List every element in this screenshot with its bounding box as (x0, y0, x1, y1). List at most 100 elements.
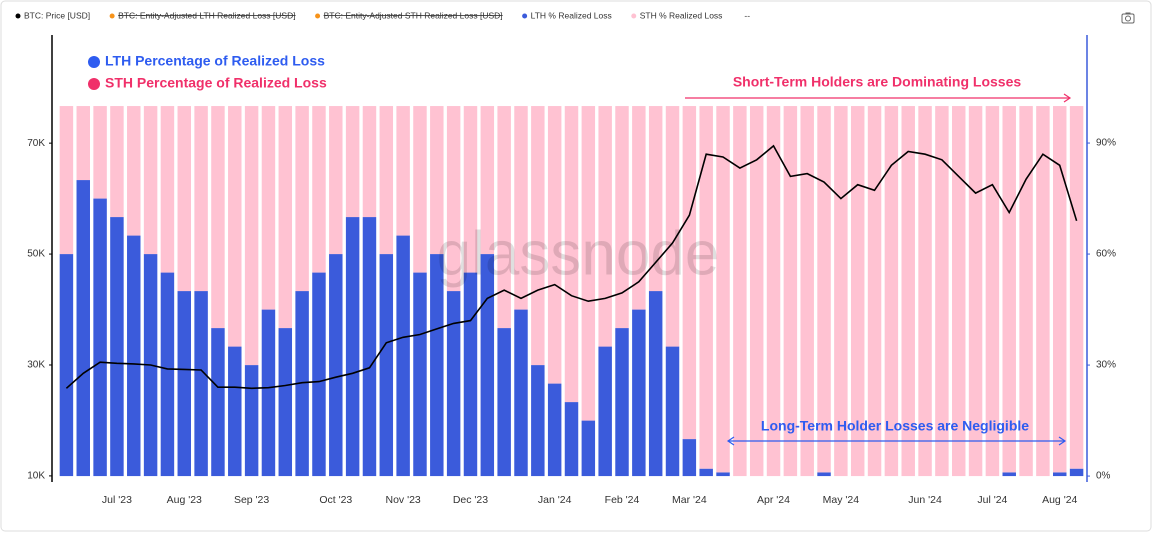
bar (110, 217, 124, 477)
x-tick-label: Sep '23 (234, 494, 269, 506)
bar (1002, 106, 1016, 473)
bar (1002, 472, 1016, 477)
bar (396, 106, 410, 236)
bar (379, 106, 394, 255)
bar (951, 106, 966, 477)
bar (682, 439, 697, 477)
annotation: STH Percentage of Realized Loss (105, 75, 327, 91)
bar (817, 472, 831, 477)
plot: 10K 30K 50K 70K 0% 30% 60% 90% Jul '23 Aug '23 Sep… (27, 138, 1116, 506)
bar (312, 272, 326, 477)
bar (716, 472, 730, 477)
x-tick-label: Jun '24 (908, 494, 942, 506)
bar (665, 106, 680, 347)
bar (733, 106, 747, 477)
bar (1053, 472, 1067, 477)
bar (682, 106, 697, 440)
x-tick-label: Apr '24 (757, 494, 790, 506)
bar (480, 106, 495, 255)
bar (884, 106, 899, 477)
x-tick-label: Dec '23 (453, 494, 488, 506)
bar (446, 106, 461, 292)
bar (228, 106, 242, 347)
bar (345, 217, 360, 477)
bar (648, 291, 663, 477)
annotation: Long-Term Holder Losses are Negligible (761, 418, 1029, 434)
arrow (685, 93, 1072, 103)
bar (766, 106, 781, 477)
bar (228, 346, 242, 477)
bar (76, 180, 90, 477)
bar (480, 254, 495, 477)
bar (1053, 106, 1067, 473)
x-tick-label: Jan '24 (538, 494, 572, 506)
legend-label: LTH % Realized Loss (531, 10, 612, 20)
annotation: Short-Term Holders are Dominating Losses (733, 74, 1022, 90)
bar (76, 106, 90, 181)
bar (160, 106, 175, 273)
bar (430, 106, 444, 255)
bar (362, 106, 377, 218)
bar (446, 291, 461, 477)
bar (564, 402, 579, 477)
legend-more: -- (744, 10, 750, 20)
bar (581, 420, 596, 477)
bar (211, 328, 225, 477)
legend-label: BTC: Entity-Adjusted LTH Realized Loss [… (118, 10, 295, 20)
bar (497, 106, 511, 329)
y2-tick-label: 60% (1096, 249, 1116, 260)
bars (59, 106, 1084, 477)
bar (127, 235, 141, 477)
bar (867, 106, 882, 477)
bar (244, 106, 259, 366)
x-tick-label: Feb '24 (605, 494, 640, 506)
annotation: LTH Percentage of Realized Loss (105, 53, 325, 69)
bar (329, 254, 343, 477)
y2-tick-label: 90% (1096, 138, 1116, 149)
bar (800, 106, 814, 477)
legend-dot (88, 56, 100, 68)
bar (278, 328, 293, 477)
bar (699, 106, 713, 469)
bar (581, 106, 596, 421)
legend-marker (631, 13, 637, 19)
x-tick-label: May '24 (823, 494, 860, 506)
bar (531, 106, 545, 366)
bar (93, 198, 107, 477)
bar (345, 106, 360, 218)
bar (598, 106, 612, 347)
legend-marker (522, 13, 528, 19)
bar (985, 106, 1000, 477)
bar (632, 309, 646, 477)
bar (93, 106, 107, 199)
bar (615, 328, 629, 477)
legend-label: BTC: Price [USD] (24, 10, 90, 20)
bar (749, 106, 764, 477)
legend-label: BTC: Entity-Adjusted STH Realized Loss [… (324, 10, 503, 20)
camera-icon[interactable] (1121, 12, 1135, 24)
bar (177, 291, 192, 477)
bar (463, 106, 478, 273)
bar (699, 468, 713, 477)
bar (278, 106, 293, 329)
x-tick-label: Oct '23 (319, 494, 352, 506)
bar (783, 106, 798, 477)
bar (547, 383, 562, 477)
y2-tick-label: 30% (1096, 360, 1116, 371)
x-tick-label: Nov '23 (385, 494, 420, 506)
legend-marker (109, 13, 115, 19)
x-tick-label: Mar '24 (672, 494, 707, 506)
bar (564, 106, 579, 403)
bar (1036, 106, 1050, 477)
bar (935, 106, 949, 477)
bar (160, 272, 175, 477)
bar (211, 106, 225, 329)
bar (648, 106, 663, 292)
x-tick-label: Jul '24 (977, 494, 1007, 506)
bar (413, 272, 427, 477)
y2-tick-label: 0% (1096, 471, 1111, 482)
bar (379, 254, 394, 477)
bar (514, 309, 528, 477)
bar (531, 365, 545, 477)
